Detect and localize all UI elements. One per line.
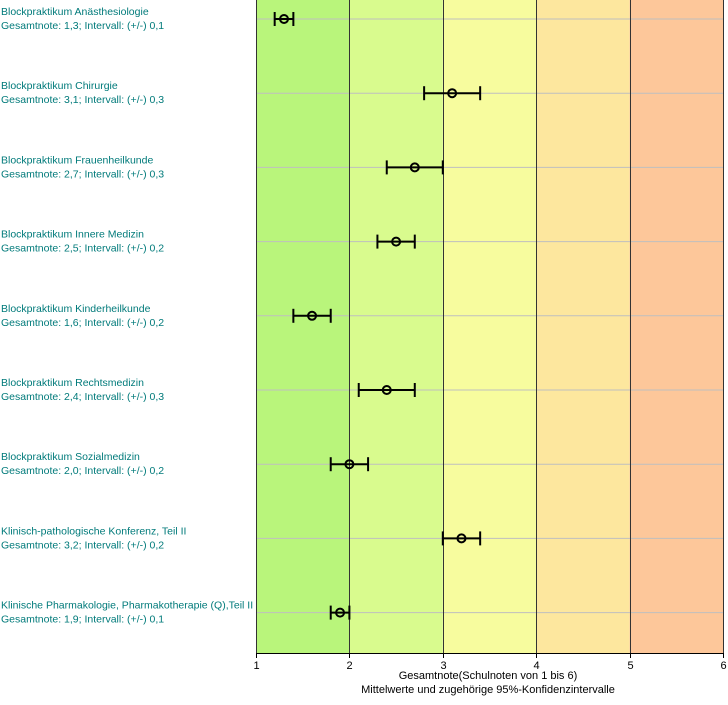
mean-point-6 [381,385,392,395]
error-bar-2 [423,86,482,101]
row-subtitle-5: Gesamtnote: 1,6; Intervall: (+/-) 0,2 [1,317,164,329]
mean-point-8 [456,533,467,544]
x-axis-subtitle: Mittelwerte und zugehörige 95%-Konfidenz… [361,684,615,696]
grid-lines [256,0,724,653]
band-2 [349,0,443,653]
x-tick-label-4: 4 [533,660,539,672]
mean-point-5 [307,310,318,321]
row-title-8: Klinisch-pathologische Konferenz, Teil I… [1,525,186,537]
row-subtitle-3: Gesamtnote: 2,7; Intervall: (+/-) 0,3 [1,168,164,180]
row-subtitle-1: Gesamtnote: 1,3; Intervall: (+/-) 0,1 [1,20,164,32]
color-bands [256,0,723,653]
x-axis: 1 2 3 4 5 6 [253,653,727,672]
row-subtitle-4: Gesamtnote: 2,5; Intervall: (+/-) 0,2 [1,243,164,255]
mean-point-9 [335,607,346,618]
x-tick-label-1: 1 [253,660,259,672]
row-title-9: Klinische Pharmakologie, Pharmakotherapi… [1,600,253,612]
mean-point-2 [447,88,458,99]
row-subtitle-6: Gesamtnote: 2,4; Intervall: (+/-) 0,3 [1,391,164,403]
x-axis-title: Gesamtnote(Schulnoten von 1 bis 6) [399,670,578,682]
band-1 [256,0,350,653]
mean-point-3 [409,162,420,173]
row-title-4: Blockpraktikum Innere Medizin [1,229,144,241]
row-title-2: Blockpraktikum Chirurgie [1,80,118,92]
row-labels: Blockpraktikum Anästhesiologie Gesamtnote… [1,6,253,626]
row-subtitle-2: Gesamtnote: 3,1; Intervall: (+/-) 0,3 [1,94,164,106]
error-bar-8 [441,531,482,546]
data-marks [273,12,482,620]
row-subtitle-7: Gesamtnote: 2,0; Intervall: (+/-) 0,2 [1,465,164,477]
x-tick-label-5: 5 [627,660,633,672]
error-bar-1 [273,12,295,26]
mean-point-7 [344,459,355,470]
error-bar-7 [329,457,370,472]
band-5 [629,0,723,653]
row-title-1: Blockpraktikum Anästhesiologie [1,6,149,18]
row-title-3: Blockpraktikum Frauenheilkunde [1,154,153,166]
band-4 [536,0,630,653]
band-3 [442,0,537,653]
error-bar-9 [329,605,351,620]
row-title-7: Blockpraktikum Sozialmedizin [1,451,140,463]
row-subtitle-8: Gesamtnote: 3,2; Intervall: (+/-) 0,2 [1,539,164,551]
mean-point-4 [391,236,402,247]
error-bar-4 [376,234,416,249]
error-bar-6 [357,383,416,397]
row-title-6: Blockpraktikum Rechtsmedizin [1,377,144,389]
error-bar-3 [385,160,444,175]
row-title-5: Blockpraktikum Kinderheilkunde [1,303,151,315]
x-tick-label-3: 3 [440,660,446,672]
error-bar-5 [292,308,332,323]
row-subtitle-9: Gesamtnote: 1,9; Intervall: (+/-) 0,1 [1,614,164,626]
x-tick-label-2: 2 [346,660,352,672]
mean-point-1 [279,14,290,24]
x-tick-label-6: 6 [720,660,726,672]
